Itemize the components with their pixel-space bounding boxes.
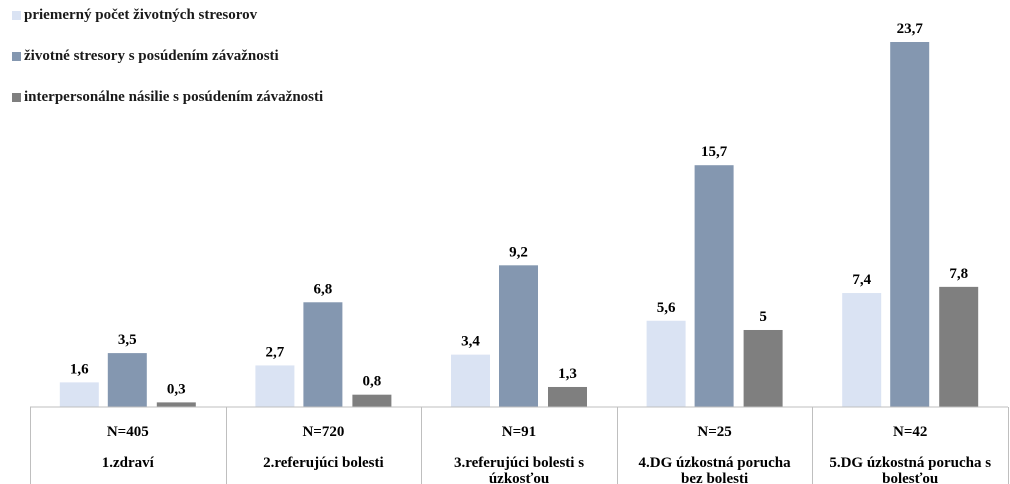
bar bbox=[842, 293, 882, 407]
bar bbox=[451, 354, 490, 407]
n-label: N=25 bbox=[697, 424, 731, 440]
bar bbox=[59, 382, 99, 407]
category-label: 2.referujúci bolesti bbox=[263, 455, 384, 471]
legend: priemerný počet životných stresorov život… bbox=[12, 6, 342, 129]
n-label: N=42 bbox=[893, 424, 927, 440]
legend-swatch bbox=[12, 93, 21, 102]
legend-item: interpersonálne násilie s posúdením záva… bbox=[12, 88, 342, 107]
bar bbox=[499, 265, 538, 407]
data-label: 3,4 bbox=[461, 334, 480, 350]
bar bbox=[352, 394, 392, 407]
data-label: 5 bbox=[759, 309, 767, 325]
bar bbox=[939, 286, 979, 407]
category-label: 3.referujúci bolesti s bbox=[454, 455, 584, 471]
data-label: 7,4 bbox=[852, 272, 871, 288]
category-label: 1.zdraví bbox=[102, 455, 155, 471]
n-label: N=91 bbox=[502, 424, 536, 440]
data-label: 9,2 bbox=[509, 244, 528, 260]
bar bbox=[156, 402, 196, 407]
legend-label: interpersonálne násilie s posúdením záva… bbox=[24, 89, 324, 105]
legend-swatch bbox=[12, 52, 21, 61]
data-label: 5,6 bbox=[657, 300, 676, 316]
data-label: 2,7 bbox=[266, 344, 285, 360]
data-label: 15,7 bbox=[701, 144, 728, 160]
data-label: 3,5 bbox=[118, 332, 137, 348]
data-label: 1,6 bbox=[70, 361, 89, 377]
bar bbox=[303, 302, 343, 407]
legend-label: životné stresory s posúdením závažnosti bbox=[24, 48, 279, 64]
legend-swatch bbox=[12, 11, 21, 20]
bar bbox=[743, 329, 783, 407]
legend-label: priemerný počet životných stresorov bbox=[24, 7, 258, 23]
legend-item: priemerný počet životných stresorov bbox=[12, 6, 342, 25]
bar bbox=[107, 353, 147, 407]
data-label: 0,8 bbox=[363, 374, 382, 390]
data-label: 23,7 bbox=[897, 21, 924, 37]
bar bbox=[890, 42, 930, 407]
category-label: bolesťou bbox=[882, 471, 938, 484]
n-label: N=405 bbox=[107, 424, 149, 440]
bar bbox=[548, 386, 587, 407]
data-label: 1,3 bbox=[558, 366, 577, 382]
bar bbox=[255, 365, 295, 407]
bar bbox=[646, 320, 686, 407]
data-label: 6,8 bbox=[314, 281, 333, 297]
category-label: 5.DG úzkostná porucha s bbox=[829, 455, 991, 471]
data-label: 7,8 bbox=[949, 266, 968, 282]
category-label: bez bolesti bbox=[681, 471, 748, 484]
legend-item: životné stresory s posúdením závažnosti bbox=[12, 47, 342, 66]
bar bbox=[694, 165, 734, 407]
category-label: 4.DG úzkostná porucha bbox=[639, 455, 792, 471]
data-label: 0,3 bbox=[167, 381, 186, 397]
n-label: N=720 bbox=[302, 424, 344, 440]
category-label: úzkosťou bbox=[489, 471, 549, 484]
